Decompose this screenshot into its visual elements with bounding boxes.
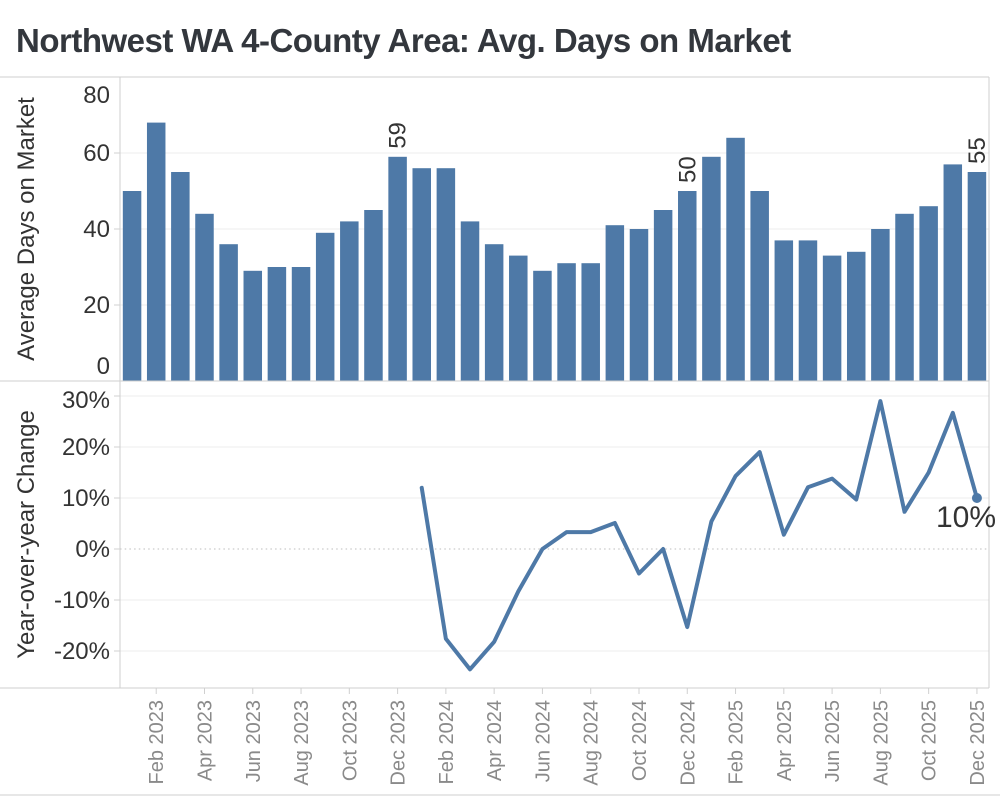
- bar-feb-2025[interactable]: [726, 137, 745, 381]
- bar-mar-2023[interactable]: [171, 172, 190, 381]
- bar-oct-2023[interactable]: [340, 221, 359, 381]
- bar-value-label-dec-2025: 55: [964, 137, 991, 164]
- x-tick-jun-2024: Jun 2024: [532, 700, 554, 782]
- bar-ytick-80: 80: [83, 82, 110, 109]
- line-end-label: 10%: [936, 501, 996, 534]
- x-tick-aug-2024: Aug 2024: [581, 700, 603, 786]
- bar-jan-2024[interactable]: [412, 168, 431, 381]
- bar-sep-2023[interactable]: [315, 232, 335, 381]
- bar-aug-2023[interactable]: [291, 267, 311, 381]
- bar-apr-2025[interactable]: [774, 240, 794, 381]
- line-ytick-0: 0%: [75, 536, 110, 563]
- x-tick-oct-2023: Oct 2023: [339, 700, 361, 781]
- bar-jun-2024[interactable]: [533, 270, 552, 381]
- bar-jun-2023[interactable]: [243, 270, 263, 381]
- line-ytick-10: 10%: [62, 485, 110, 512]
- x-tick-oct-2024: Oct 2024: [629, 700, 651, 781]
- bar-nov-2025[interactable]: [943, 164, 963, 381]
- line-ytick--10: -10%: [54, 587, 110, 614]
- bar-y-axis-title: Average Days on Market: [13, 97, 40, 361]
- x-tick-feb-2023: Feb 2023: [146, 700, 168, 785]
- x-tick-dec-2024: Dec 2024: [677, 700, 699, 786]
- bar-sep-2025[interactable]: [895, 213, 914, 381]
- chart-title: Northwest WA 4-County Area: Avg. Days on…: [16, 22, 791, 59]
- x-tick-apr-2024: Apr 2024: [484, 700, 506, 781]
- bar-jun-2025[interactable]: [822, 255, 842, 381]
- bar-jul-2024[interactable]: [557, 263, 576, 381]
- bar-value-label-dec-2024: 50: [674, 156, 701, 183]
- bar-jul-2025[interactable]: [846, 251, 866, 381]
- bar-nov-2023[interactable]: [364, 210, 383, 381]
- bar-dec-2025[interactable]: [967, 172, 987, 381]
- x-tick-jun-2025: Jun 2025: [822, 700, 844, 782]
- bar-aug-2024[interactable]: [581, 263, 600, 381]
- bar-may-2025[interactable]: [798, 240, 818, 381]
- bar-feb-2023[interactable]: [146, 122, 166, 381]
- bar-value-label-dec-2023: 59: [385, 122, 412, 149]
- bar-jan-2025[interactable]: [702, 156, 721, 381]
- x-tick-jun-2023: Jun 2023: [243, 700, 265, 782]
- line-ytick-30: 30%: [62, 387, 110, 414]
- bar-apr-2024[interactable]: [484, 244, 504, 381]
- bar-oct-2025[interactable]: [919, 206, 938, 381]
- x-tick-dec-2025: Dec 2025: [967, 700, 989, 786]
- line-end-dot[interactable]: [971, 493, 982, 503]
- x-tick-feb-2025: Feb 2025: [726, 700, 748, 785]
- bar-oct-2024[interactable]: [629, 229, 649, 381]
- x-tick-aug-2023: Aug 2023: [291, 700, 313, 786]
- bar-ytick-60: 60: [83, 140, 110, 167]
- bar-sep-2024[interactable]: [605, 225, 625, 381]
- bar-aug-2025[interactable]: [871, 229, 890, 381]
- x-tick-apr-2023: Apr 2023: [194, 700, 216, 781]
- bar-feb-2024[interactable]: [436, 168, 456, 381]
- bar-mar-2024[interactable]: [460, 221, 480, 381]
- bar-dec-2023[interactable]: [388, 156, 407, 381]
- bar-may-2024[interactable]: [509, 255, 528, 381]
- x-tick-oct-2025: Oct 2025: [919, 700, 941, 781]
- bar-jul-2023[interactable]: [267, 267, 287, 381]
- bar-ytick-0: 0: [97, 353, 110, 380]
- line-ytick-20: 20%: [62, 434, 110, 461]
- bar-nov-2024[interactable]: [653, 210, 673, 381]
- bar-jan-2023[interactable]: [122, 191, 142, 381]
- line-y-axis-title: Year-over-year Change: [13, 410, 40, 659]
- x-tick-apr-2025: Apr 2025: [774, 700, 796, 781]
- x-tick-feb-2024: Feb 2024: [436, 700, 458, 785]
- bar-may-2023[interactable]: [219, 244, 238, 381]
- bar-ytick-40: 40: [83, 216, 110, 243]
- x-tick-aug-2025: Aug 2025: [870, 700, 892, 786]
- bar-apr-2023[interactable]: [195, 213, 214, 381]
- bar-mar-2025[interactable]: [750, 191, 769, 381]
- yoy-line[interactable]: [419, 399, 979, 672]
- bar-ytick-20: 20: [83, 292, 110, 319]
- x-tick-dec-2023: Dec 2023: [388, 700, 410, 786]
- bar-dec-2024[interactable]: [678, 191, 697, 381]
- line-ytick--20: -20%: [54, 638, 110, 665]
